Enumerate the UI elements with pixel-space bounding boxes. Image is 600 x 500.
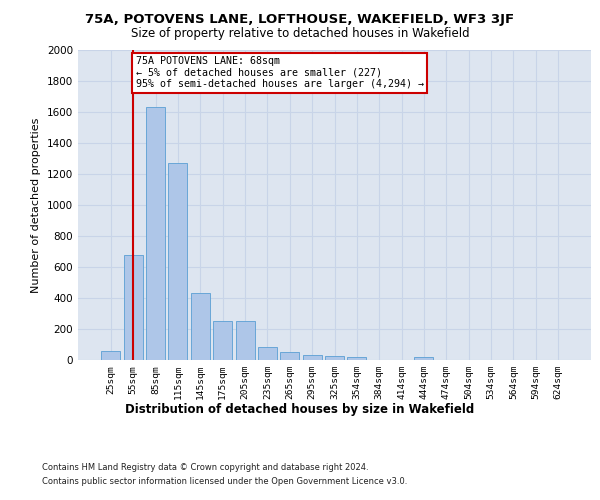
Bar <box>325 356 344 360</box>
Text: 75A POTOVENS LANE: 68sqm
← 5% of detached houses are smaller (227)
95% of semi-d: 75A POTOVENS LANE: 68sqm ← 5% of detache… <box>136 56 424 90</box>
Bar <box>191 294 210 360</box>
Bar <box>213 322 232 360</box>
Text: Contains HM Land Registry data © Crown copyright and database right 2024.: Contains HM Land Registry data © Crown c… <box>42 462 368 471</box>
Bar <box>101 352 121 360</box>
Bar <box>146 108 165 360</box>
Bar <box>124 254 143 360</box>
Text: Distribution of detached houses by size in Wakefield: Distribution of detached houses by size … <box>125 402 475 415</box>
Text: Contains public sector information licensed under the Open Government Licence v3: Contains public sector information licen… <box>42 478 407 486</box>
Bar <box>280 352 299 360</box>
Bar <box>236 322 254 360</box>
Bar <box>302 354 322 360</box>
Bar <box>347 357 367 360</box>
Bar <box>258 347 277 360</box>
Y-axis label: Number of detached properties: Number of detached properties <box>31 118 41 292</box>
Bar <box>169 163 187 360</box>
Text: 75A, POTOVENS LANE, LOFTHOUSE, WAKEFIELD, WF3 3JF: 75A, POTOVENS LANE, LOFTHOUSE, WAKEFIELD… <box>85 12 515 26</box>
Bar <box>415 357 433 360</box>
Text: Size of property relative to detached houses in Wakefield: Size of property relative to detached ho… <box>131 28 469 40</box>
